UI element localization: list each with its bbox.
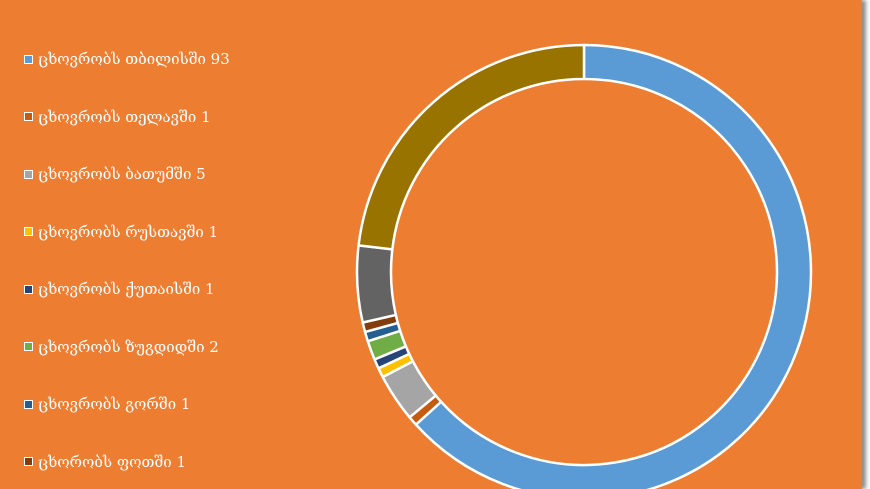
donut-slice: [355, 244, 398, 324]
legend-item: ცხორობს ფოთში 1: [24, 453, 186, 471]
legend-item: ცხოვრობს ქუთაისში 1: [24, 280, 215, 298]
legend-label: ცხოვრობს თელავში 1: [38, 107, 211, 126]
legend-item: ცხოვრობს რუსთავში 1: [24, 223, 218, 241]
donut-slice: [357, 43, 586, 251]
legend-swatch: [24, 284, 33, 294]
legend-swatch: [24, 457, 33, 466]
legend-item: ცხოვრობს თელავში 1: [24, 108, 211, 126]
legend-item: ცხოვრობს გორში 1: [24, 395, 190, 413]
legend-item: ცხოვრობს თბილისში 93: [24, 50, 230, 68]
legend-item: ცხოვრობს ბათუმში 5: [24, 165, 206, 183]
legend-item: ცხოვრობს ზუგდიდში 2: [24, 338, 219, 356]
donut-slice: [414, 43, 813, 489]
legend-swatch: [24, 227, 33, 236]
legend-swatch: [24, 399, 33, 409]
legend-label: ცხოვრობს ბათუმში 5: [38, 165, 206, 183]
legend-label: ცხოვრობს რუსთავში 1: [38, 222, 219, 241]
legend-label: ცხორობს ფოთში 1: [38, 452, 186, 471]
legend-label: ცხოვრობს ქუთაისში 1: [38, 280, 215, 298]
legend-label: ცხოვრობს თბილისში 93: [38, 50, 230, 68]
legend-swatch: [24, 342, 33, 351]
legend-swatch: [24, 54, 33, 64]
legend-label: ცხოვრობს ზუგდიდში 2: [38, 337, 219, 356]
legend-swatch: [24, 169, 33, 179]
legend-swatch: [24, 112, 33, 121]
legend-label: ცხოვრობს გორში 1: [38, 395, 191, 413]
